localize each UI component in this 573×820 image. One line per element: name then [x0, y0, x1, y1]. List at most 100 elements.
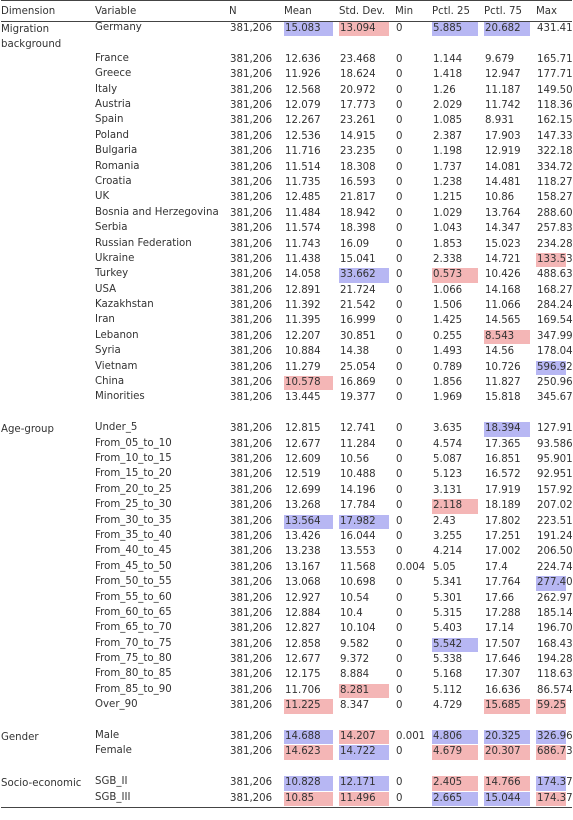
value-cell: 11.484	[284, 207, 339, 222]
value-text: 381,206	[230, 500, 273, 512]
value-cell: 381,206	[229, 684, 284, 699]
table-row: Romania 381,206 11.514 18.308 0 1.737 14.081 33…	[1, 161, 573, 176]
table-row: From_10_to_15 381,206 12.609 10.56 0 5.087 16.…	[1, 453, 573, 468]
value-cell: 8.281	[339, 683, 395, 699]
gap-cell	[95, 407, 229, 422]
column-header: N	[229, 0, 284, 22]
value-text: 223.511	[537, 515, 573, 527]
variable-cell: From_40_to_45	[95, 545, 172, 557]
value-cell: 381,206	[229, 576, 284, 591]
gap-cell	[229, 407, 284, 422]
variable-cell: Female	[95, 745, 132, 757]
value-text: 381,206	[230, 638, 273, 650]
value-cell: 381,206	[229, 484, 284, 499]
table-row: Bosnia and Herzegovina 381,206 11.484 18.94…	[1, 207, 573, 222]
value-cell: 2.665	[432, 791, 484, 808]
highlight-red: 59.25	[536, 699, 566, 714]
value-cell: 381,206	[229, 191, 284, 206]
value-text: 381,206	[230, 438, 273, 450]
table-row: Gender Male 381,206 14.688 14.207 0.001 4.806 2…	[1, 730, 573, 745]
value-cell: 21.724	[339, 284, 395, 299]
value-cell: 345.677	[536, 391, 573, 406]
value-cell: 0	[395, 376, 432, 391]
value-text: 2.338	[433, 253, 463, 265]
value-cell: 14.207	[339, 730, 395, 745]
value-text: 3.131	[433, 484, 463, 496]
column-header: Pctl. 25	[432, 0, 484, 22]
value-cell: 381,206	[229, 453, 284, 468]
value-text: 12.175	[285, 669, 321, 681]
highlight-red: 10.85	[284, 791, 333, 807]
value-cell: 20.307	[484, 745, 536, 760]
value-text: 347.993	[537, 330, 573, 342]
dimension-cell	[1, 130, 95, 145]
value-cell: 162.154	[536, 114, 573, 129]
table-row: Greece 381,206 11.926 18.624 0 1.418 12.947 177…	[1, 68, 573, 83]
value-cell: 1.26	[432, 84, 484, 99]
table-row: From_40_to_45 381,206 13.238 13.553 0 4.214 17…	[1, 545, 573, 560]
value-cell: 5.403	[432, 622, 484, 637]
value-cell: 0	[395, 592, 432, 607]
value-cell: 381,206	[229, 699, 284, 714]
dimension-cell	[1, 376, 95, 391]
value-cell: 13.553	[339, 545, 395, 560]
value-text: 0	[396, 669, 403, 681]
value-text: 149.503	[537, 84, 573, 96]
value-text: 17.307	[485, 669, 521, 681]
value-text: 0	[396, 469, 403, 481]
value-cell: 16.636	[484, 684, 536, 699]
value-cell: 16.09	[339, 238, 395, 253]
value-cell: 0	[395, 130, 432, 145]
value-text: 206.505	[537, 546, 573, 558]
gap-cell	[284, 715, 339, 730]
value-text: 381,206	[230, 792, 273, 804]
highlight-blue: 4.806	[432, 730, 478, 745]
gap-cell	[432, 407, 484, 422]
dimension-cell	[1, 361, 95, 376]
value-text: 16.999	[340, 315, 376, 327]
value-text: 0	[396, 300, 403, 312]
value-cell: 0	[395, 53, 432, 68]
value-text: 14.481	[485, 176, 521, 188]
value-text: 17.251	[485, 530, 521, 542]
value-text: 12.827	[285, 623, 321, 635]
value-cell: 8.543	[484, 329, 536, 345]
dimension-cell	[1, 791, 95, 808]
value-text: 16.044	[340, 530, 376, 542]
value-text: 1.26	[433, 84, 456, 96]
value-text: 0	[396, 69, 403, 81]
value-text: 17.764	[485, 577, 521, 589]
value-cell: 381,206	[229, 607, 284, 622]
value-cell: 4.729	[432, 699, 484, 714]
value-cell: 168.438	[536, 638, 573, 653]
gap-cell	[395, 407, 432, 422]
value-text: 95.901	[537, 453, 573, 465]
table-body: Migration background Germany 381,206 15.083…	[1, 22, 573, 808]
value-text: 17.784	[340, 500, 376, 512]
highlight-blue: 33.662	[339, 268, 389, 283]
value-text: 11.716	[285, 146, 321, 158]
value-cell: 23.261	[339, 114, 395, 129]
highlight-red: 13.094	[339, 22, 389, 37]
gap-cell	[339, 407, 395, 422]
value-cell: 12.677	[284, 653, 339, 668]
gap-cell	[484, 761, 536, 776]
value-cell: 15.083	[284, 22, 339, 53]
value-text: 381,206	[230, 315, 273, 327]
value-cell: 206.505	[536, 545, 573, 560]
dimension-cell	[1, 545, 95, 560]
value-cell: 0	[395, 361, 432, 376]
table-row: From_65_to_70 381,206 12.827 10.104 0 5.403 17…	[1, 622, 573, 637]
value-cell: 0	[395, 268, 432, 283]
value-text: 0	[396, 130, 403, 142]
value-cell: 0	[395, 699, 432, 714]
value-text: 5.301	[433, 592, 463, 604]
value-text: 158.278	[537, 192, 573, 204]
value-cell: 1.043	[432, 222, 484, 237]
value-text: 13.553	[340, 546, 376, 558]
value-cell: 17.251	[484, 530, 536, 545]
table-header: Dimension Variable N Mean Std. Dev. Min Pctl. …	[1, 0, 572, 22]
value-cell: 13.564	[284, 514, 339, 530]
variable-cell: From_20_to_25	[95, 483, 172, 495]
